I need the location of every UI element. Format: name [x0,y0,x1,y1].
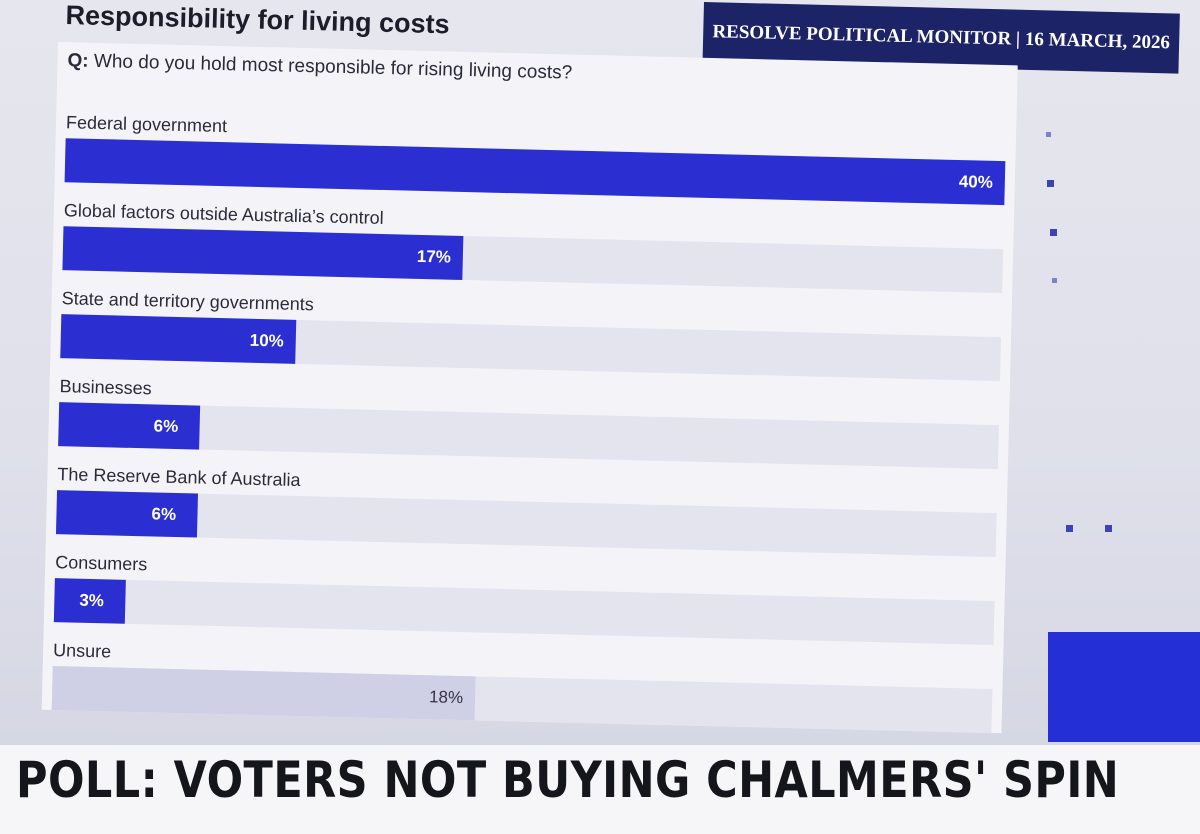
category-label: Businesses [59,376,152,399]
bar-value-label: 17% [416,246,452,267]
bar-value-label: 40% [958,172,994,192]
bar-track: 6% [55,490,997,558]
bar [64,138,1006,206]
category-label: Federal government [65,112,228,137]
bar [58,402,201,450]
category-label: The Reserve Bank of Australia [57,464,301,491]
decorative-dot-icon [1052,278,1057,283]
decorative-blue-block [1048,632,1200,742]
bar [55,490,199,538]
tv-screen: Responsibility for living costs RESOLVE … [0,0,1200,745]
category-label: State and territory governments [61,288,315,315]
bar [62,226,464,280]
bar-value-label: 18% [428,687,464,708]
category-label: Unsure [52,640,112,662]
category-label: Global factors outside Australia’s contr… [63,200,384,229]
chart-title: Responsibility for living costs [65,0,450,40]
decorative-dot-icon [1047,180,1054,187]
bar-value-label: 6% [153,416,179,437]
bar-track: 10% [60,314,1002,382]
decorative-dot-icon [1105,525,1112,532]
bar-track: 18% [51,666,993,734]
decorative-dot-icon [1046,132,1051,137]
bar-value-label: 6% [151,504,177,525]
news-ticker: POLL: VOTERS NOT BUYING CHALMERS' SPIN [0,745,1200,834]
bar-track: 40% [64,138,1006,206]
bar-track: 17% [62,226,1004,294]
chart-panel: Q: Who do you hold most responsible for … [41,42,1018,734]
bar-track: 3% [53,578,995,646]
ticker-headline: POLL: VOTERS NOT BUYING CHALMERS' SPIN [16,751,1120,809]
bar-track: 6% [58,402,999,470]
bar-value-label: 3% [79,590,105,611]
bar-chart: Federal government 40% Global factors outs… [42,42,1018,734]
decorative-dot-icon [1050,229,1057,236]
decorative-dot-icon [1066,525,1073,532]
bar [51,666,476,721]
category-label: Consumers [55,552,148,575]
bar-value-label: 10% [249,330,285,351]
